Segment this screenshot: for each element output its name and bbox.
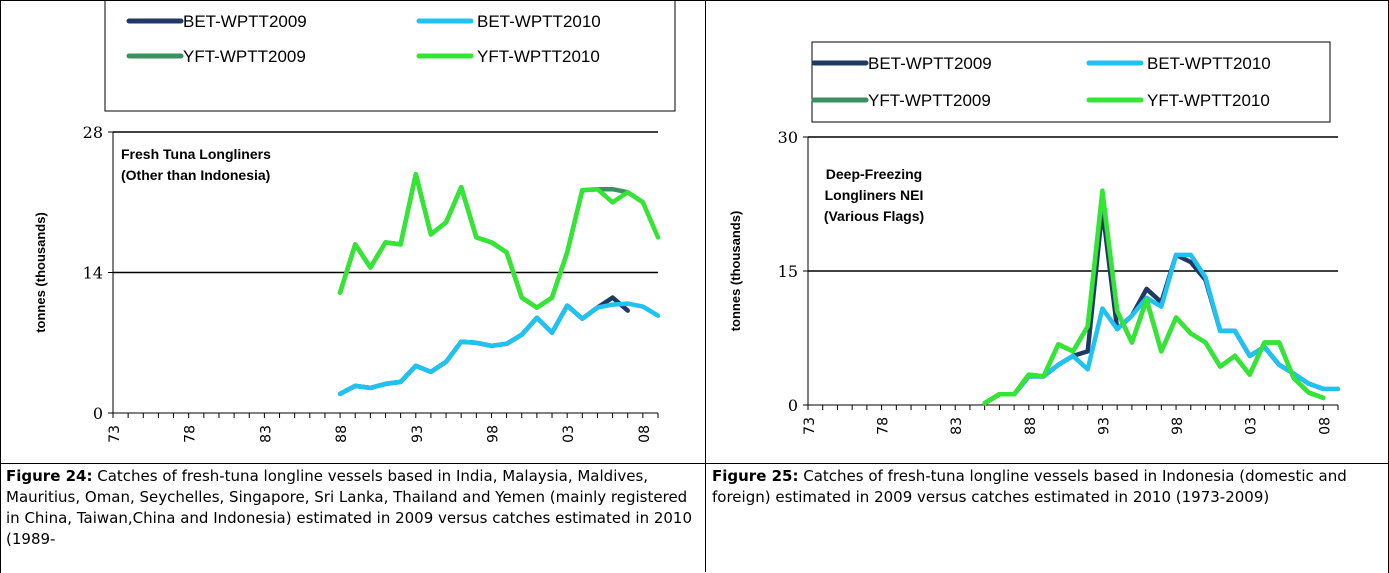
series-line: [337, 171, 661, 310]
divider: [0, 463, 1389, 464]
legend-box: [104, 1, 676, 112]
chart-cell: 0 14 28 73 78 83 88 93 98 03 08 tonnes (thousands) F…: [1, 1, 705, 463]
y-tick-label: 30: [778, 128, 798, 147]
x-tick-label: 88: [1023, 417, 1039, 435]
caption: Figure 24: Catches of fresh-tuna longlin…: [6, 466, 702, 572]
annotation: (Various Flags): [824, 208, 924, 224]
chart-cell: 0 15 30 73 78 83 88 93 98 03 08 tonnes (thousands) D…: [706, 1, 1388, 463]
caption-text: Catches of fresh-tuna longline vessels b…: [6, 467, 693, 548]
chart: 0 14 28 73 78 83 88 93 98 03 08 tonnes (thousands) F…: [33, 1, 676, 443]
legend-label: BET-WPTT2010: [477, 12, 601, 31]
y-axis-label: tonnes (thousands): [728, 211, 743, 332]
annotation: Deep-Freezing: [826, 166, 922, 182]
x-tick-label: 98: [485, 425, 501, 443]
x-tick-label: 73: [802, 417, 818, 435]
x-tick-label: 03: [561, 425, 577, 443]
x-tick-label: 78: [876, 417, 892, 435]
caption: Figure 25: Catches of fresh-tuna longlin…: [712, 466, 1382, 572]
legend-label: YFT-WPTT2010: [1147, 91, 1270, 110]
y-tick-label: 28: [83, 123, 103, 142]
y-tick-label: 14: [83, 264, 103, 283]
series-line: [337, 301, 661, 397]
legend-label: YFT-WPTT2009: [868, 91, 991, 110]
annotation: Fresh Tuna Longliners: [121, 146, 271, 162]
x-tick-label: 83: [949, 417, 965, 435]
x-tick-label: 08: [1317, 417, 1333, 435]
caption-text: Catches of fresh-tuna longline vessels b…: [712, 467, 1347, 506]
legend-label: BET-WPTT2009: [183, 12, 307, 31]
series-line: [982, 188, 1326, 406]
x-tick-label: 98: [1170, 417, 1186, 435]
annotation: (Other than Indonesia): [121, 167, 270, 183]
legend-label: YFT-WPTT2009: [183, 47, 306, 66]
y-tick-label: 15: [778, 262, 798, 281]
x-tick-label: 93: [410, 425, 426, 443]
chart: 0 15 30 73 78 83 88 93 98 03 08 tonnes (thousands) D…: [728, 41, 1341, 435]
caption-label: Figure 24:: [6, 467, 93, 485]
legend-label: BET-WPTT2009: [868, 54, 992, 73]
x-tick-label: 73: [107, 425, 123, 443]
caption-label: Figure 25:: [712, 467, 799, 485]
divider: [705, 0, 706, 572]
x-tick-label: 78: [183, 425, 199, 443]
y-tick-label: 0: [93, 404, 103, 423]
annotation: Longliners NEI: [825, 187, 924, 203]
series-line: [982, 192, 1326, 406]
x-tick-label: 88: [334, 425, 350, 443]
x-tick-label: 03: [1244, 417, 1260, 435]
legend-label: BET-WPTT2010: [1147, 54, 1271, 73]
x-tick-label: 83: [258, 425, 274, 443]
x-tick-label: 08: [637, 425, 653, 443]
series-line: [982, 252, 1341, 406]
y-tick-label: 0: [788, 396, 798, 415]
legend-box: [811, 41, 1331, 123]
x-tick-label: 93: [1096, 417, 1112, 435]
legend-label: YFT-WPTT2010: [477, 47, 600, 66]
y-axis-label: tonnes (thousands): [33, 212, 48, 333]
